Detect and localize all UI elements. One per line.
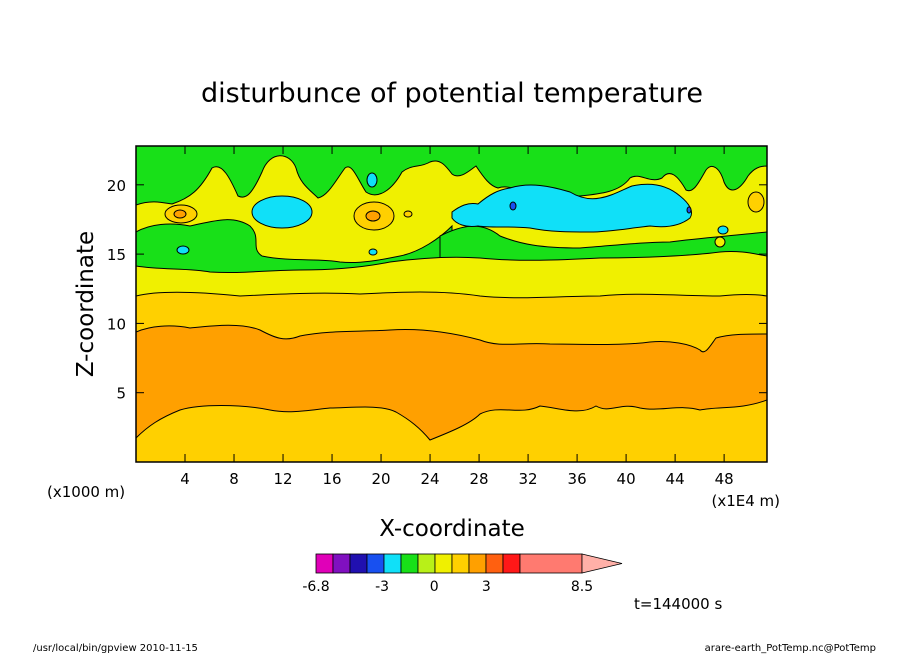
colorbar-extension-arrow xyxy=(581,553,623,574)
colorbar-swatch xyxy=(332,553,351,574)
colorbar-swatch xyxy=(485,553,504,574)
colorbar-swatch xyxy=(434,553,453,574)
blob-blue-30 xyxy=(509,201,517,211)
colorbar-swatch xyxy=(468,553,487,574)
colorbar-label: -6.8 xyxy=(302,579,329,595)
y-tick-label: 10 xyxy=(107,315,126,333)
colorbar-swatch xyxy=(315,553,334,574)
blob-blue-45 xyxy=(686,206,692,214)
plot-area xyxy=(136,146,767,462)
colorbar-swatch xyxy=(366,553,385,574)
blob-cyan-12 xyxy=(251,195,313,229)
footer-left: /usr/local/bin/gpview 2010-11-15 xyxy=(33,643,198,654)
x-tick-label: 4 xyxy=(180,470,190,488)
y-axis: 5 10 15 20 xyxy=(107,177,767,403)
colorbar-swatch xyxy=(383,553,402,574)
colorbar-label: 0 xyxy=(430,579,439,595)
x-unit-left: (x1000 m) xyxy=(47,483,125,501)
colorbar-swatch xyxy=(349,553,368,574)
blob-yellow-22 xyxy=(403,210,413,218)
x-tick-label: 48 xyxy=(715,470,734,488)
x-axis: 4 8 12 16 20 24 28 32 36 40 44 48 xyxy=(180,146,734,488)
blob-cyan-14 xyxy=(176,245,190,255)
blob-cyan-47 xyxy=(717,225,729,235)
x-tick-label: 36 xyxy=(568,470,587,488)
x-tick-label: 24 xyxy=(421,470,440,488)
x-tick-label: 20 xyxy=(372,470,391,488)
blob-gold-49 xyxy=(747,191,765,213)
band-cyan-right xyxy=(451,183,693,233)
plot-frame xyxy=(135,145,768,463)
blob-cyan-19a xyxy=(366,172,378,188)
colorbar-swatch xyxy=(451,553,470,574)
x-tick-label: 28 xyxy=(470,470,489,488)
x-unit-right: (x1E4 m) xyxy=(711,492,780,510)
colorbar-swatch xyxy=(417,553,436,574)
x-tick-label: 44 xyxy=(666,470,685,488)
y-axis-label: Z-coordinate xyxy=(73,231,99,377)
blob-orange-19 xyxy=(365,210,381,222)
x-tick-label: 12 xyxy=(273,470,292,488)
x-tick-label: 32 xyxy=(519,470,538,488)
y-tick-label: 5 xyxy=(116,385,126,403)
x-axis-label: X-coordinate xyxy=(379,516,525,542)
chart-title: disturbunce of potential temperature xyxy=(201,78,703,109)
blob-orange-4 xyxy=(173,209,187,219)
colorbar-label: 8.5 xyxy=(571,579,593,595)
colorbar-swatch xyxy=(502,553,521,574)
colorbar-swatch xyxy=(519,553,583,574)
time-label: t=144000 s xyxy=(634,595,722,613)
blob-yellow-47 xyxy=(714,236,726,248)
colorbar: -6.8 -3 0 3 8.5 xyxy=(302,553,623,595)
x-tick-label: 8 xyxy=(229,470,239,488)
y-tick-label: 20 xyxy=(107,177,126,195)
colorbar-swatch xyxy=(400,553,419,574)
blob-cyan-19b xyxy=(368,248,378,256)
colorbar-label: -3 xyxy=(375,579,389,595)
y-tick-label: 15 xyxy=(107,246,126,264)
colorbar-label: 3 xyxy=(482,579,491,595)
x-tick-label: 16 xyxy=(322,470,341,488)
band-orange xyxy=(136,324,767,441)
x-tick-label: 40 xyxy=(617,470,636,488)
footer-right: arare-earth_PotTemp.nc@PotTemp xyxy=(705,643,876,654)
